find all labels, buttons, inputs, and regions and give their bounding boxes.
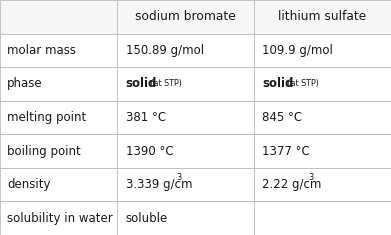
Bar (117, 67, 254, 101)
Text: 845 °C: 845 °C (262, 111, 303, 124)
Text: 3: 3 (176, 173, 182, 182)
Text: solubility in water: solubility in water (7, 212, 113, 225)
Text: solid: solid (262, 77, 294, 90)
Bar (254, 67, 391, 101)
Bar (0, 34, 117, 67)
Text: 3.339 g/cm: 3.339 g/cm (126, 178, 192, 191)
Text: phase: phase (7, 77, 43, 90)
Bar (0, 134, 117, 168)
Text: melting point: melting point (7, 111, 86, 124)
Text: molar mass: molar mass (7, 44, 76, 57)
Text: 381 °C: 381 °C (126, 111, 166, 124)
Bar (254, 168, 391, 201)
Bar (0, 201, 117, 235)
Bar (117, 168, 254, 201)
Text: 3: 3 (308, 173, 314, 182)
Text: boiling point: boiling point (7, 145, 81, 158)
Text: 150.89 g/mol: 150.89 g/mol (126, 44, 204, 57)
Bar (117, 101, 254, 134)
Bar (254, 201, 391, 235)
Bar (117, 201, 254, 235)
Bar (117, 0, 254, 34)
Text: soluble: soluble (126, 212, 168, 225)
Text: solid: solid (126, 77, 157, 90)
Bar (0, 101, 117, 134)
Bar (0, 67, 117, 101)
Text: 109.9 g/mol: 109.9 g/mol (262, 44, 333, 57)
Text: 1390 °C: 1390 °C (126, 145, 173, 158)
Text: sodium bromate: sodium bromate (135, 10, 236, 23)
Bar (254, 34, 391, 67)
Text: 1377 °C: 1377 °C (262, 145, 310, 158)
Text: (at STP): (at STP) (148, 79, 182, 88)
Bar (0, 168, 117, 201)
Bar (117, 134, 254, 168)
Bar (117, 34, 254, 67)
Text: lithium sulfate: lithium sulfate (278, 10, 367, 23)
Text: density: density (7, 178, 50, 191)
Text: 2.22 g/cm: 2.22 g/cm (262, 178, 322, 191)
Text: (at STP): (at STP) (285, 79, 319, 88)
Bar (0, 0, 117, 34)
Bar (254, 0, 391, 34)
Bar (254, 134, 391, 168)
Bar (254, 101, 391, 134)
